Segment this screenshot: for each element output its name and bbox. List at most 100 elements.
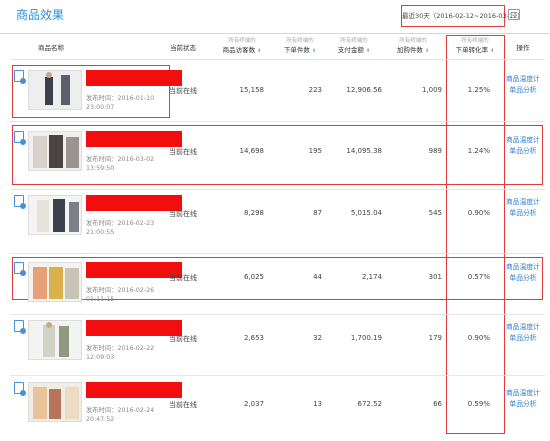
file-icon (14, 70, 26, 84)
highlight-row (12, 125, 543, 185)
status-text: 当前在线 (169, 401, 197, 409)
cart-value: 545 (428, 209, 442, 217)
product-thumbnail[interactable] (28, 70, 82, 110)
visitors-value: 2,653 (243, 334, 264, 342)
sort-icon[interactable]: ⬍ (311, 48, 317, 54)
thermometer-link[interactable]: 商品温度计 (506, 323, 540, 331)
analysis-link[interactable]: 单品分析 (509, 274, 537, 282)
highlight-row (12, 257, 543, 300)
cart-value: 989 (428, 147, 442, 155)
redacted-product-name (86, 262, 182, 278)
col-header-ops: 操作 (516, 44, 530, 52)
cart-value: 179 (428, 334, 442, 342)
col-header-cart[interactable]: 所有终端的 加购件数 ⬍ (396, 38, 430, 54)
sort-icon[interactable]: ⬍ (365, 48, 371, 54)
status-text: 当前在线 (169, 335, 197, 343)
analysis-link[interactable]: 单品分析 (509, 209, 537, 217)
product-image (29, 383, 81, 421)
thermometer-link[interactable]: 商品温度计 (506, 75, 540, 83)
orders-value: 87 (313, 209, 322, 217)
divider (0, 33, 550, 34)
amount-value: 5,015.04 (350, 209, 382, 217)
publish-time: 发布时间：2016-02-22 12:09:03 (86, 345, 155, 361)
publish-time: 发布时间：2016-02-24 20:47:52 (86, 407, 155, 423)
thermometer-link[interactable]: 商品温度计 (506, 136, 540, 144)
product-thumbnail[interactable] (28, 320, 82, 360)
file-icon (14, 320, 26, 334)
status-text: 当前在线 (169, 274, 197, 282)
amount-value: 1,700.19 (350, 334, 382, 342)
visitors-value: 2,037 (243, 400, 264, 408)
file-icon (14, 262, 26, 276)
analysis-link[interactable]: 单品分析 (509, 147, 537, 155)
row-actions: 商品温度计 单品分析 (502, 135, 544, 157)
orders-value: 44 (313, 273, 322, 281)
divider (10, 121, 545, 122)
highlight-product (12, 65, 170, 118)
divider (10, 375, 545, 376)
visitors-value: 6,025 (243, 273, 264, 281)
cart-value: 301 (428, 273, 442, 281)
analysis-link[interactable]: 单品分析 (509, 86, 537, 94)
col-header-conversion[interactable]: 所有终端的 下单转化率 ⬍ (455, 38, 495, 54)
product-image (29, 71, 81, 109)
sort-icon[interactable]: ⬍ (257, 48, 262, 54)
product-thumbnail[interactable] (28, 382, 82, 422)
thermometer-link[interactable]: 商品温度计 (506, 263, 540, 271)
thermometer-link[interactable]: 商品温度计 (506, 198, 540, 206)
cart-value: 66 (433, 400, 442, 408)
product-image (29, 196, 81, 234)
publish-time: 发布时间：2016-02-23 21:00:55 (86, 220, 155, 236)
visitors-value: 8,298 (243, 209, 264, 217)
col-header-visitors[interactable]: 所有终端的 商品访客数 ⬍ (222, 38, 262, 54)
analysis-link[interactable]: 单品分析 (509, 400, 537, 408)
visitors-value: 15,158 (239, 86, 265, 94)
row-actions: 商品温度计 单品分析 (502, 74, 544, 96)
sort-icon[interactable]: ⬍ (424, 48, 430, 54)
redacted-product-name (86, 320, 182, 336)
row-actions: 商品温度计 单品分析 (502, 322, 544, 344)
date-range-selector[interactable]: 最近30天（2016-02-12~2016-03-12） (401, 5, 524, 27)
redacted-product-name (86, 131, 182, 147)
divider (10, 253, 545, 254)
visitors-value: 14,698 (239, 147, 265, 155)
status-text: 当前在线 (169, 87, 197, 95)
calendar-icon[interactable] (508, 9, 520, 20)
product-image (29, 321, 81, 359)
col-header-orders[interactable]: 所有终端的 下单件数 ⬍ (283, 38, 317, 54)
publish-time: 发布时间：2016-01-10 23:00:07 (86, 95, 155, 111)
file-icon (14, 131, 26, 145)
analysis-link[interactable]: 单品分析 (509, 334, 537, 342)
conversion-value: 1.24% (467, 147, 490, 155)
row-actions: 商品温度计 单品分析 (502, 197, 544, 219)
conversion-value: 0.90% (467, 209, 490, 217)
conversion-value: 1.25% (467, 86, 490, 94)
divider (10, 314, 545, 315)
amount-value: 12,906.56 (346, 86, 382, 94)
conversion-value: 0.57% (467, 273, 490, 281)
product-thumbnail[interactable] (28, 131, 82, 171)
file-icon (14, 195, 26, 209)
row-actions: 商品温度计 单品分析 (502, 262, 544, 284)
redacted-product-name (86, 70, 182, 86)
orders-value: 195 (308, 147, 322, 155)
thermometer-link[interactable]: 商品温度计 (506, 389, 540, 397)
product-image (29, 263, 81, 301)
publish-time: 发布时间：2016-03-02 13:59:50 (86, 156, 155, 172)
product-image (29, 132, 81, 170)
redacted-product-name (86, 195, 182, 211)
amount-value: 672.52 (357, 400, 383, 408)
conversion-value: 0.59% (467, 400, 490, 408)
orders-value: 223 (308, 86, 322, 94)
highlight-conversion-column (446, 35, 505, 434)
row-actions: 商品温度计 单品分析 (502, 388, 544, 410)
page-title: 商品效果 (16, 8, 65, 22)
divider (10, 189, 545, 190)
amount-value: 14,095.38 (346, 147, 382, 155)
redacted-product-name (86, 382, 182, 398)
col-header-amount[interactable]: 所有终端的 支付金额 ⬍ (337, 38, 371, 54)
sort-icon[interactable]: ⬍ (490, 48, 495, 54)
publish-time: 发布时间：2016-02-26 01:11:15 (86, 287, 155, 303)
product-thumbnail[interactable] (28, 195, 82, 235)
product-thumbnail[interactable] (28, 262, 82, 302)
